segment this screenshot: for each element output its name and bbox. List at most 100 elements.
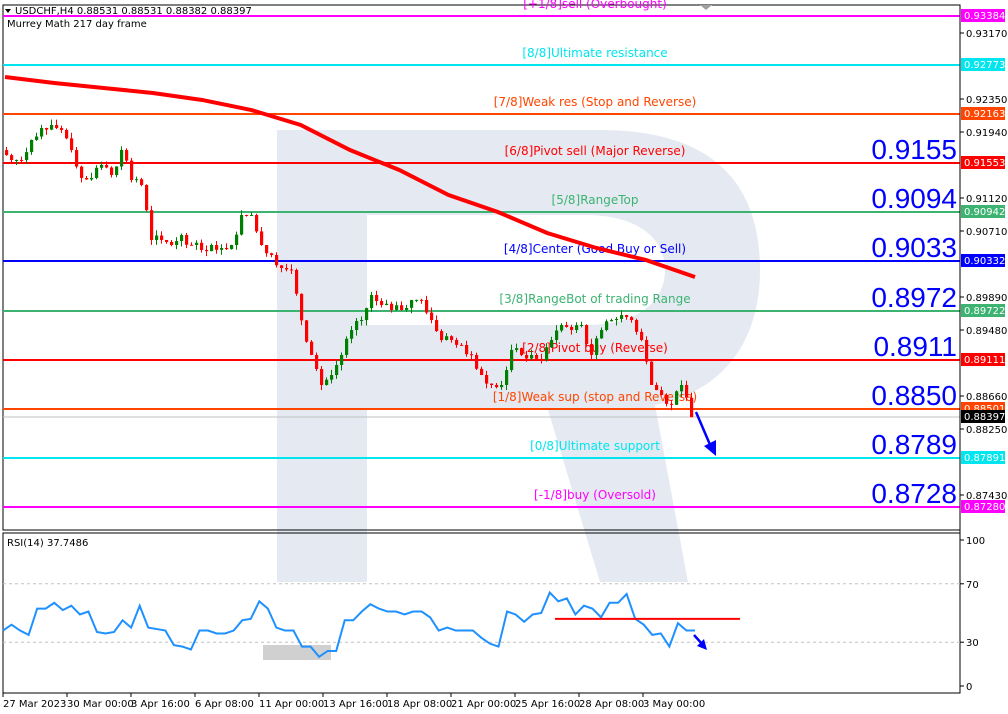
candle-body [450, 336, 454, 340]
candle-body [180, 235, 184, 242]
candle-body [305, 320, 309, 342]
level-price-tag-text: 0.89111 [964, 355, 1005, 366]
candle-body [90, 177, 94, 180]
forecast-arrow-shaft [694, 411, 713, 448]
candle-body [155, 235, 159, 241]
candle-body [220, 247, 224, 250]
candle [95, 165, 99, 180]
candle [255, 213, 259, 234]
candle [655, 382, 659, 391]
candle [445, 332, 449, 341]
candle-body [285, 268, 289, 270]
candle [40, 124, 44, 140]
candle-body [335, 364, 339, 375]
candle [535, 353, 539, 360]
candle-body [240, 214, 244, 235]
candle [200, 239, 204, 253]
collapse-triangle-icon[interactable] [5, 9, 11, 13]
candle-body [405, 307, 409, 310]
candle-body [225, 247, 229, 250]
candle-body [265, 245, 269, 254]
candle-body [175, 241, 179, 246]
candle-body [200, 242, 204, 250]
candle-body [595, 338, 599, 355]
level-big-value: 0.9094 [871, 183, 957, 214]
level-label: [+1/8]sell (Overbought) [523, 0, 667, 11]
candle [10, 153, 14, 163]
price-axis: 0.93170 0.92350 0.91940 0.91120 0.90710 0.898… [959, 5, 1007, 693]
candle-body [505, 370, 509, 385]
candle [670, 400, 674, 411]
candle-body [370, 294, 374, 309]
candle [345, 336, 349, 358]
candle [450, 335, 454, 343]
candle [625, 314, 629, 320]
candle [380, 298, 384, 308]
candle-body [230, 245, 234, 250]
candle [190, 242, 194, 246]
candle-body [280, 265, 284, 269]
main-pane [2, 4, 961, 531]
candle-body [540, 358, 544, 361]
price-tick-label: 0.90710 [966, 227, 1007, 238]
candle-body [645, 339, 649, 362]
candle [120, 146, 124, 171]
candle [305, 319, 309, 343]
candle [215, 241, 219, 254]
candle [50, 119, 54, 131]
candle [500, 380, 504, 390]
candle-body [485, 374, 489, 384]
candle-body [420, 299, 424, 301]
candle [230, 244, 234, 250]
scroll-marker-icon[interactable] [700, 5, 712, 10]
candle [430, 307, 434, 324]
candle [150, 205, 154, 245]
time-tick-label: 27 Mar 2023 [3, 699, 66, 710]
candle [220, 244, 224, 255]
candle-body [195, 242, 199, 246]
candle [110, 166, 114, 178]
candle-body [490, 383, 494, 385]
candle [550, 336, 554, 348]
candle-body [215, 245, 219, 250]
candle [685, 380, 689, 401]
candle-body [380, 301, 384, 305]
candle-body [365, 308, 369, 321]
candle [175, 237, 179, 250]
candle-body [590, 343, 594, 355]
candle [145, 184, 149, 212]
current-price-tag-text: 0.88397 [964, 412, 1005, 423]
candle [170, 239, 174, 247]
candle-body [560, 325, 564, 331]
candle-body [95, 167, 99, 178]
candle-body [275, 254, 279, 266]
level-big-value: 0.8728 [871, 478, 957, 509]
candle [240, 210, 244, 236]
candle-body [515, 348, 519, 350]
level-price-tags: 0.93384 0.92773 0.92163 0.91553 0.90942 0.903… [961, 9, 1005, 513]
candle [370, 291, 374, 312]
candle [570, 324, 574, 335]
candle-body [605, 321, 609, 331]
candle [70, 132, 74, 153]
price-tick-label: 0.92350 [966, 95, 1007, 106]
time-axis: 27 Mar 2023 30 Mar 00:003 Apr 16:00 6 Apr … [2, 693, 705, 710]
candle-body [330, 374, 334, 380]
candle-body [660, 390, 664, 395]
candle [115, 166, 119, 178]
candle-body [615, 318, 619, 321]
candle-body [510, 349, 514, 371]
candle [520, 347, 524, 357]
level-price-tag-text: 0.91553 [964, 158, 1005, 169]
candle-body [375, 294, 379, 302]
price-tick-label: 0.89890 [966, 293, 1007, 304]
candle-body [435, 320, 439, 332]
rsi-line [2, 590, 695, 659]
level-price-tag-text: 0.87891 [964, 453, 1005, 464]
candle-body [620, 315, 624, 319]
candle-body [495, 384, 499, 388]
candle-body [565, 325, 569, 327]
rsi-indicator: 100 70 30 0 [2, 536, 985, 693]
rsi-tick-label: 70 [966, 580, 979, 591]
